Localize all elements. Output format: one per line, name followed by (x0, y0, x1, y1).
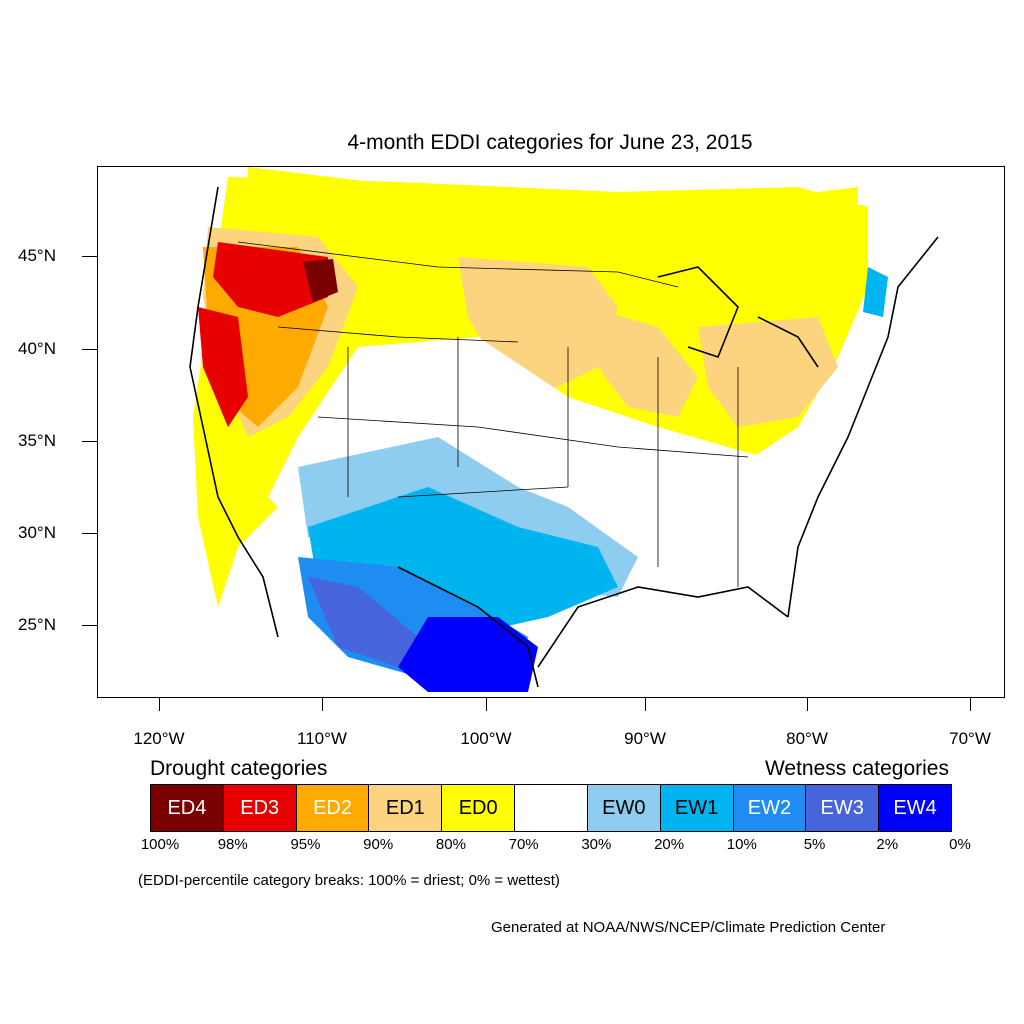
wetness-heading: Wetness categories (764, 757, 949, 780)
legend-break-label: 90% (363, 836, 394, 853)
lon-label: 80°W (786, 729, 828, 748)
lon-label: 110°W (297, 729, 347, 748)
lat-label: 40°N (18, 339, 56, 358)
lon-label: 90°W (624, 729, 666, 748)
lat-label: 25°N (18, 615, 56, 634)
legend-break-label: 20% (654, 836, 685, 853)
legend-break-label: 98% (217, 836, 248, 853)
region-normal-central (268, 337, 818, 607)
lon-tick (645, 697, 646, 711)
legend-break-label: 80% (435, 836, 466, 853)
lon-tick (486, 697, 487, 711)
region-ed4-idaho (303, 259, 338, 302)
legend-colorbar: ED4 ED3 ED2 ED1 ED0 EW0 EW1 EW2 EW3 EW4 (150, 784, 952, 832)
lat-label: 45°N (18, 246, 56, 265)
legend-break-label: 95% (290, 836, 321, 853)
legend-break-label: 5% (803, 836, 826, 853)
credit-line: Generated at NOAA/NWS/NCEP/Climate Predi… (491, 919, 886, 936)
lon-label: 120°W (133, 729, 185, 748)
lat-label: 30°N (18, 523, 56, 542)
coastline-west (189, 186, 279, 638)
lon-label: 100°W (460, 729, 512, 748)
category-note: (EDDI-percentile category breaks: 100% =… (138, 872, 560, 889)
legend-box-ed0: ED0 (442, 785, 516, 831)
lon-tick (322, 697, 323, 711)
state-lines (277, 326, 749, 587)
lon-label: 70°W (949, 729, 991, 748)
lon-tick (807, 697, 808, 711)
legend-box-ew3: EW3 (806, 785, 880, 831)
drought-heading: Drought categories (150, 757, 328, 780)
lat-tick (82, 625, 97, 626)
great-lakes (657, 266, 819, 368)
lat-label: 35°N (18, 431, 56, 450)
legend-box-ed4: ED4 (151, 785, 224, 831)
lat-tick (82, 441, 97, 442)
region-ed3-coast (198, 307, 248, 427)
legend-box-ew4: EW4 (879, 785, 951, 831)
map-panel (97, 166, 1005, 698)
legend-box-ew1: EW1 (660, 785, 734, 831)
region-ew4-mexico (398, 617, 538, 692)
map-title: 4-month EDDI categories for June 23, 201… (347, 131, 753, 154)
region-ed1-midwest (588, 307, 698, 417)
legend-box-normal (515, 785, 588, 831)
lat-tick (82, 349, 97, 350)
lon-tick (970, 697, 971, 711)
lat-tick (82, 256, 97, 257)
legend-box-ed1: ED1 (369, 785, 443, 831)
border-us-canada (237, 241, 679, 288)
coastline-gulf (397, 566, 789, 688)
eddi-map (189, 167, 939, 692)
region-ew-maine (863, 267, 888, 317)
legend-break-label: 2% (876, 836, 899, 853)
legend-box-ew0: EW0 (587, 785, 661, 831)
region-ed3-pacific-northwest (213, 242, 328, 317)
lon-tick (159, 697, 160, 711)
region-ew3-mexico (308, 577, 418, 667)
lat-tick (82, 533, 97, 534)
region-ed0-canada (248, 167, 858, 247)
legend-break-label: 30% (581, 836, 612, 853)
legend-break-label: 10% (726, 836, 757, 853)
legend-box-ed2: ED2 (296, 785, 370, 831)
legend-break-label: 100% (140, 836, 180, 853)
legend-box-ed3: ED3 (223, 785, 297, 831)
legend-break-label: 70% (508, 836, 539, 853)
coastline-east (787, 236, 939, 618)
legend-box-ew2: EW2 (733, 785, 807, 831)
legend-break-label: 0% (949, 836, 971, 853)
